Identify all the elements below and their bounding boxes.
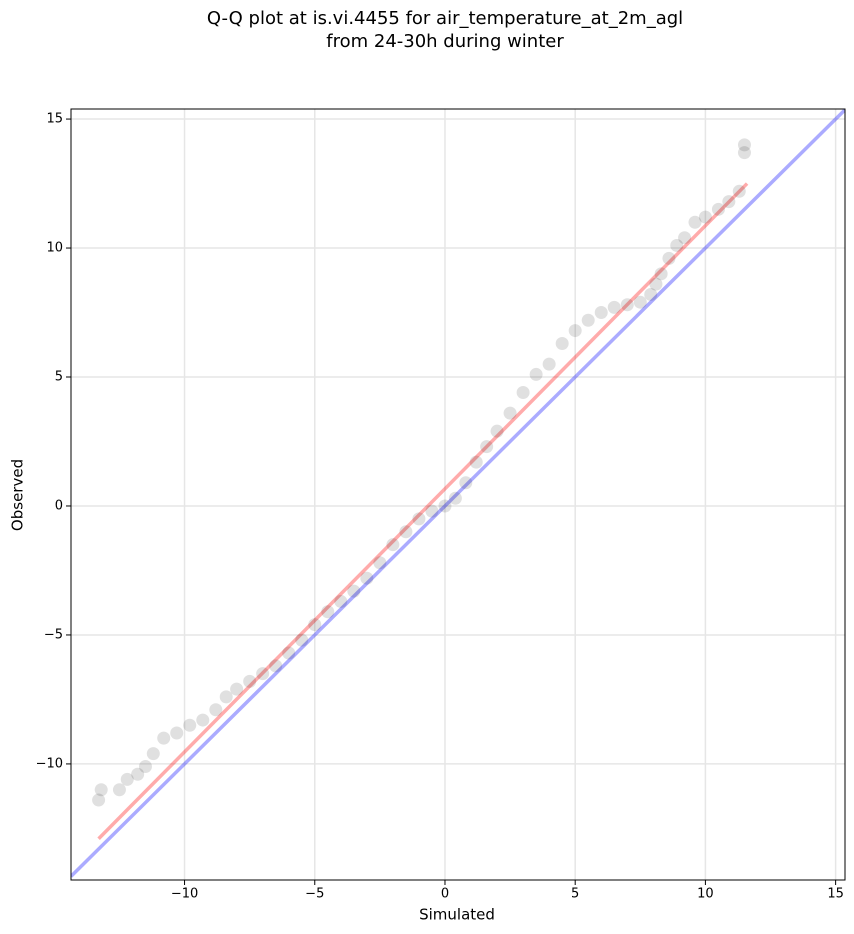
point — [373, 556, 387, 570]
point — [480, 440, 494, 454]
point — [399, 525, 413, 539]
x-axis-label: Simulated — [419, 906, 495, 924]
point — [243, 674, 257, 688]
x-tick-label: 15 — [827, 887, 844, 902]
x-tick-label: −5 — [305, 887, 324, 902]
point — [438, 499, 452, 513]
point — [737, 138, 751, 152]
point — [196, 713, 210, 727]
point — [503, 406, 517, 420]
point — [295, 633, 309, 647]
point — [131, 767, 145, 781]
x-tick-label: 5 — [571, 887, 579, 902]
point — [282, 646, 296, 660]
y-tick-label: 0 — [55, 498, 63, 513]
point — [607, 300, 621, 314]
x-tick-label: −10 — [171, 887, 198, 902]
point — [711, 202, 725, 216]
point — [92, 793, 106, 807]
point — [412, 512, 426, 526]
point — [732, 184, 746, 198]
point — [360, 571, 374, 585]
y-tick-label: −5 — [44, 627, 63, 642]
point — [386, 538, 400, 552]
chart-title: from 24-30h during winter — [326, 31, 564, 52]
point — [555, 336, 569, 350]
point — [138, 760, 152, 774]
plot-frame — [70, 108, 846, 881]
y-tick-label: 5 — [55, 370, 63, 385]
point — [269, 659, 283, 673]
y-tick-label: 15 — [46, 112, 63, 127]
x-tick-label: 10 — [697, 887, 714, 902]
point — [334, 594, 348, 608]
point — [688, 215, 702, 229]
point — [219, 690, 233, 704]
point — [529, 367, 543, 381]
point — [459, 476, 473, 490]
point — [654, 267, 668, 281]
point — [170, 726, 184, 740]
reference-line — [71, 109, 845, 878]
chart-title: Q-Q plot at is.vi.4455 for air_temperatu… — [207, 8, 683, 29]
point — [321, 605, 335, 619]
point — [581, 313, 595, 327]
point — [490, 424, 504, 438]
point — [678, 231, 692, 245]
point — [620, 298, 634, 312]
point — [722, 195, 736, 209]
point — [568, 324, 582, 338]
point — [209, 703, 223, 717]
point — [542, 357, 556, 371]
plot-area — [71, 109, 845, 878]
x-tick-label: 0 — [441, 887, 449, 902]
point — [670, 238, 684, 252]
point — [516, 385, 530, 399]
point — [469, 455, 483, 469]
y-tick-label: 10 — [46, 241, 63, 256]
y-tick-label: −10 — [36, 756, 63, 771]
point — [347, 584, 361, 598]
point — [425, 504, 439, 518]
point — [448, 491, 462, 505]
point — [698, 210, 712, 224]
point — [633, 295, 647, 309]
y-axis-label: Observed — [9, 459, 27, 531]
point — [649, 277, 663, 291]
point — [737, 146, 751, 160]
point — [662, 251, 676, 265]
point — [112, 783, 126, 797]
point — [308, 618, 322, 632]
point — [94, 783, 108, 797]
point — [157, 731, 171, 745]
point — [594, 306, 608, 320]
point — [256, 667, 270, 681]
point — [230, 682, 244, 696]
point — [120, 772, 134, 786]
point — [183, 718, 197, 732]
reference-line — [97, 182, 749, 840]
point — [146, 747, 160, 761]
point — [644, 287, 658, 301]
